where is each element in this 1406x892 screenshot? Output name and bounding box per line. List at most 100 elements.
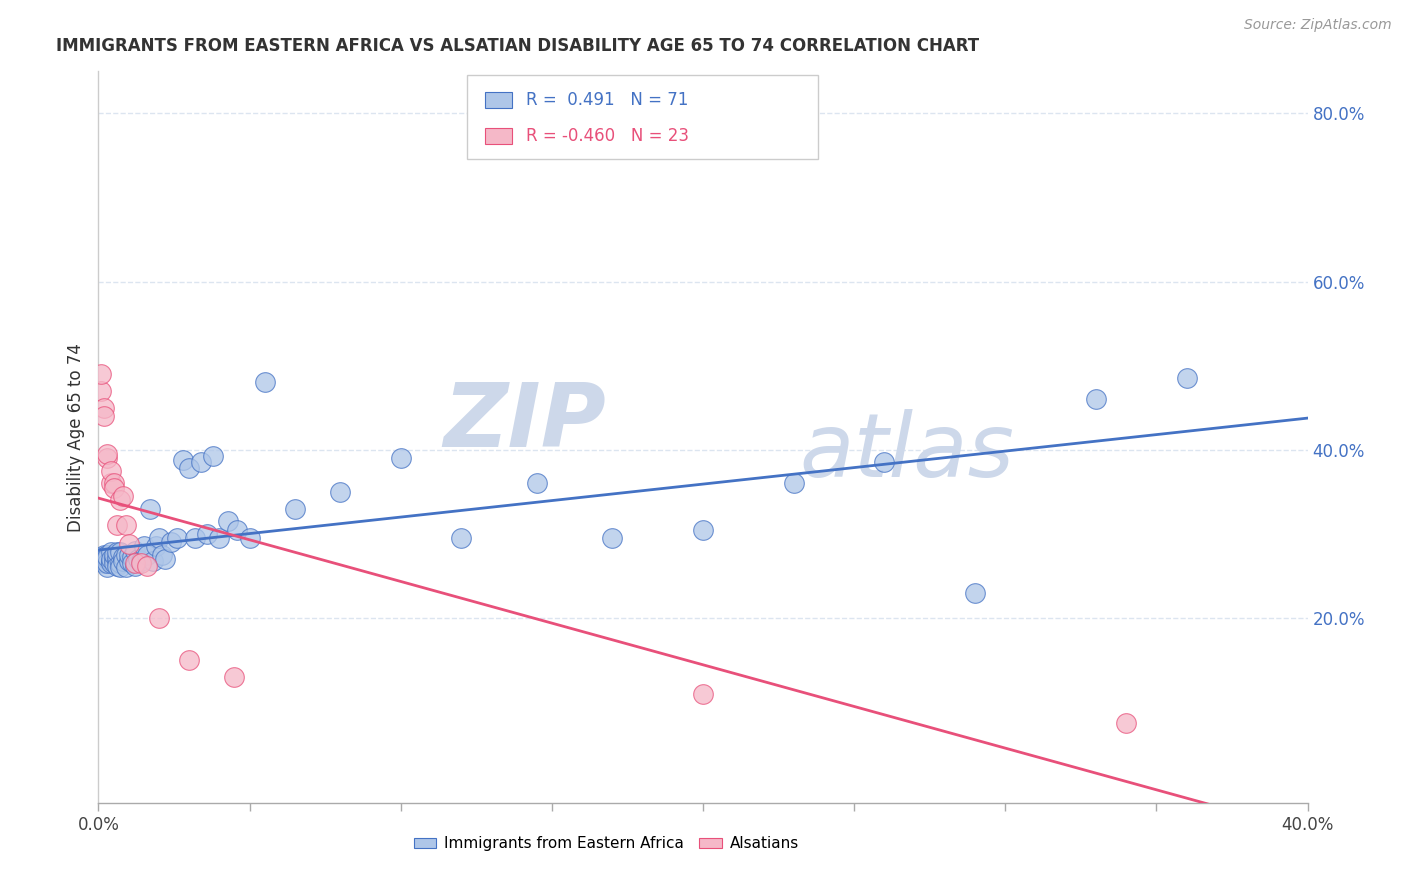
Point [965, 585, 987, 599]
Point [190, 455, 212, 469]
Point [692, 686, 714, 700]
Point [93, 550, 115, 565]
Point [114, 548, 136, 562]
Point [96, 451, 118, 466]
Point [93, 556, 115, 570]
Point [100, 552, 122, 566]
FancyBboxPatch shape [485, 92, 512, 108]
Point [1115, 715, 1137, 730]
Point [121, 556, 143, 570]
Point [100, 476, 122, 491]
Point [195, 526, 218, 541]
Point [105, 545, 128, 559]
Point [108, 545, 131, 559]
Point [108, 560, 131, 574]
Point [239, 531, 262, 545]
Point [1085, 392, 1108, 407]
Point [108, 493, 131, 508]
Point [135, 548, 157, 562]
Point [90, 550, 112, 565]
Point [114, 560, 136, 574]
Point [135, 558, 157, 573]
Point [103, 481, 125, 495]
Point [172, 452, 194, 467]
Point [127, 552, 149, 566]
Point [166, 531, 188, 545]
Point [148, 611, 170, 625]
Point [160, 535, 183, 549]
Point [93, 554, 115, 568]
Point [129, 556, 152, 570]
Point [93, 401, 115, 415]
Point [100, 554, 122, 568]
Point [90, 554, 112, 568]
FancyBboxPatch shape [485, 128, 512, 144]
Point [179, 653, 201, 667]
Point [96, 447, 118, 461]
Point [111, 489, 134, 503]
Point [96, 556, 118, 570]
Point [90, 384, 112, 398]
Point [103, 548, 125, 562]
Point [184, 531, 207, 545]
Legend: Immigrants from Eastern Africa, Alsatians: Immigrants from Eastern Africa, Alsatian… [408, 830, 806, 857]
Point [208, 531, 231, 545]
Point [105, 558, 128, 573]
Point [105, 554, 128, 568]
Point [602, 531, 624, 545]
Text: R =  0.491   N = 71: R = 0.491 N = 71 [526, 91, 689, 109]
Point [142, 554, 165, 568]
Text: R = -0.460   N = 23: R = -0.460 N = 23 [526, 127, 689, 145]
Point [226, 523, 249, 537]
Point [253, 376, 276, 390]
Point [783, 476, 806, 491]
Text: atlas: atlas [800, 409, 1015, 495]
Point [103, 552, 125, 566]
Point [111, 554, 134, 568]
Point [217, 514, 239, 528]
Point [179, 461, 201, 475]
Point [202, 450, 225, 464]
Point [100, 556, 122, 570]
Point [108, 556, 131, 570]
Point [284, 501, 307, 516]
Point [118, 548, 141, 562]
Point [124, 558, 146, 573]
Point [1175, 371, 1198, 385]
Point [96, 552, 118, 566]
Text: IMMIGRANTS FROM EASTERN AFRICA VS ALSATIAN DISABILITY AGE 65 TO 74 CORRELATION C: IMMIGRANTS FROM EASTERN AFRICA VS ALSATI… [56, 37, 979, 54]
Text: ZIP: ZIP [443, 379, 606, 466]
Point [96, 550, 118, 565]
Point [114, 518, 136, 533]
Point [118, 537, 141, 551]
Point [96, 560, 118, 574]
Point [121, 550, 143, 565]
Point [450, 531, 472, 545]
Point [93, 548, 115, 562]
Point [124, 543, 146, 558]
Point [148, 531, 170, 545]
Point [103, 476, 125, 491]
Point [103, 556, 125, 570]
Point [124, 556, 146, 570]
Point [105, 550, 128, 565]
Point [692, 523, 714, 537]
Y-axis label: Disability Age 65 to 74: Disability Age 65 to 74 [66, 343, 84, 532]
Point [150, 548, 173, 562]
Point [105, 518, 128, 533]
Point [111, 550, 134, 565]
Text: Source: ZipAtlas.com: Source: ZipAtlas.com [1244, 18, 1392, 32]
Point [526, 476, 548, 491]
Point [90, 552, 112, 566]
Point [153, 552, 176, 566]
Point [132, 540, 155, 554]
Point [118, 554, 141, 568]
Point [389, 451, 412, 466]
Point [873, 455, 896, 469]
Point [224, 670, 246, 684]
FancyBboxPatch shape [467, 75, 818, 159]
Point [139, 501, 162, 516]
Point [145, 540, 167, 554]
Point [100, 545, 122, 559]
Point [93, 409, 115, 423]
